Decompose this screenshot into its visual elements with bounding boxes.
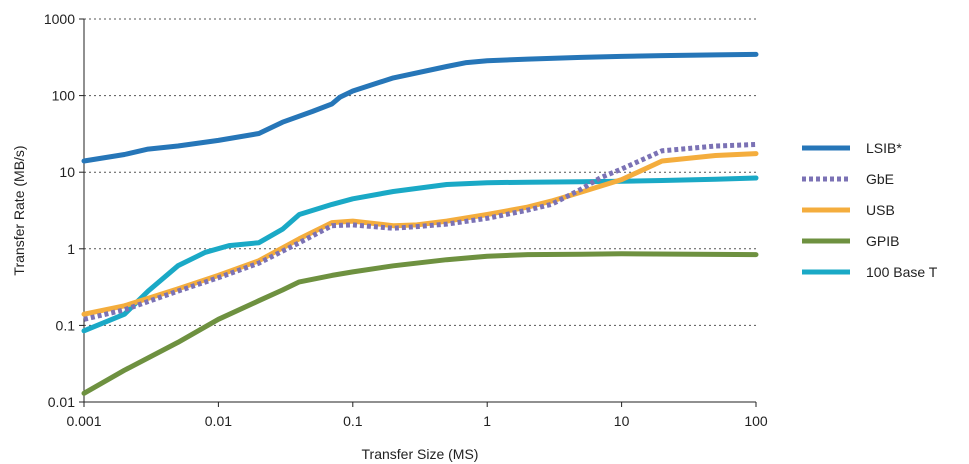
x-tick-label: 0.01	[205, 413, 232, 429]
x-tick-label: 1	[483, 413, 491, 429]
series-line-gpib	[81, 251, 759, 396]
axes	[83, 19, 756, 403]
x-tick-label: 0.1	[343, 413, 363, 429]
x-axis-title: Transfer Size (MS)	[362, 446, 479, 462]
y-tick-label: 0.1	[56, 317, 76, 333]
y-tick-label: 100	[52, 88, 76, 104]
legend-label: GPIB	[866, 233, 899, 249]
legend-label: GbE	[866, 171, 894, 187]
legend-label: LSIB*	[866, 140, 902, 156]
y-tick-label: 0.01	[48, 394, 75, 410]
gridlines	[84, 18, 756, 326]
y-tick-label: 1000	[44, 11, 75, 27]
y-axis-title: Transfer Rate (MB/s)	[11, 145, 27, 275]
y-tick-label: 1	[67, 241, 75, 257]
x-tick-label: 0.001	[66, 413, 101, 429]
y-tick-label: 10	[59, 164, 75, 180]
x-tick-label: 100	[744, 413, 768, 429]
y-tick-labels: 0.01 0.1 1 10 100 1000	[44, 11, 84, 410]
series-line-gbe	[83, 142, 757, 322]
x-tick-labels: 0.001 0.01 0.1 1 10 100	[66, 402, 768, 429]
x-tick-label: 10	[614, 413, 630, 429]
legend-label: 100 Base T	[866, 264, 938, 280]
series-line-lsib	[81, 51, 759, 164]
legend: LSIB* GbE USB GPIB 100 Base T	[802, 140, 938, 280]
legend-label: USB	[866, 202, 895, 218]
series-lines	[81, 51, 759, 396]
